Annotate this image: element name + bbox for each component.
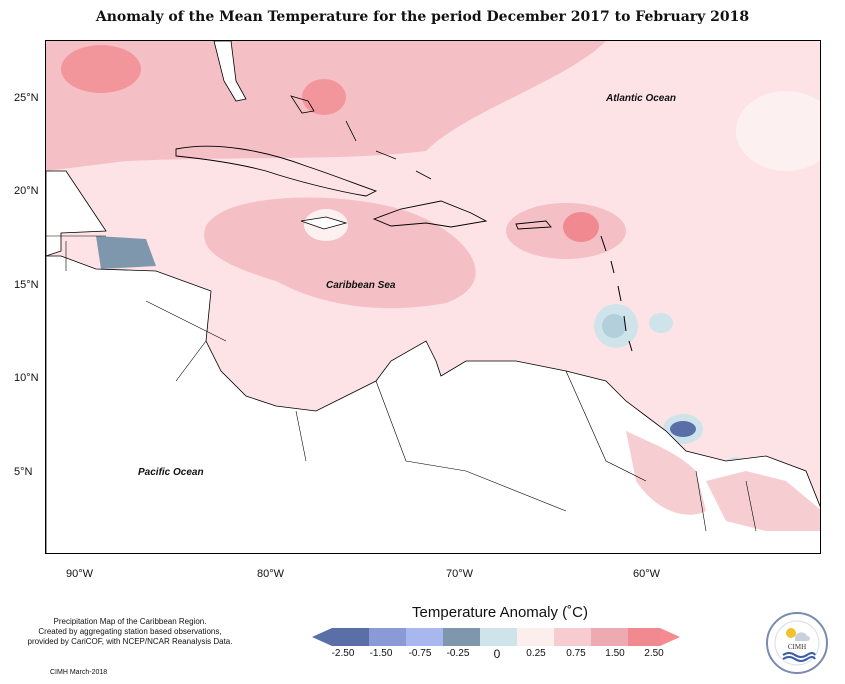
map-canvas <box>46 41 820 553</box>
lat-label-15n: 15°N <box>14 279 39 291</box>
anomaly-map[interactable] <box>45 40 821 554</box>
anomaly-cool-core-antilles <box>602 314 626 338</box>
cimh-logo: CIMH <box>766 612 828 674</box>
coast-puerto-rico <box>515 220 552 230</box>
lon-label-80w: 80°W <box>257 568 285 580</box>
lon-label-70w: 70°W <box>446 568 474 580</box>
coast-lesser-antilles <box>600 235 633 352</box>
coast-cuba <box>175 145 378 197</box>
legend-swatch-2 <box>369 628 406 646</box>
legend-tick-3: -0.75 <box>408 648 432 659</box>
legend-swatch-1 <box>332 628 369 646</box>
credits-line-2: Created by aggregating station based obs… <box>38 627 222 636</box>
anomaly-hotspot-bahamas <box>302 79 346 115</box>
country-border-guatemala <box>46 235 106 271</box>
land-florida <box>213 41 247 102</box>
legend-swatch-9 <box>628 628 660 646</box>
legend-tick-7: 0.75 <box>566 648 586 659</box>
label-caribbean-sea: Caribbean Sea <box>326 280 396 291</box>
anomaly-cool-guyana-core <box>670 421 696 437</box>
footer-note: CIMH March-2018 <box>50 669 108 676</box>
legend-swatch-5 <box>480 628 517 646</box>
legend-tick-4: -0.25 <box>446 648 470 659</box>
legend-tick-2: -1.50 <box>369 648 393 659</box>
credits-block: Precipitation Map of the Caribbean Regio… <box>10 617 250 647</box>
land-yucatan <box>46 170 107 257</box>
anomaly-zone-caribbean <box>204 197 476 309</box>
anomaly-zone-atlantic-east <box>736 91 820 171</box>
lat-label-5n: 5°N <box>14 466 33 478</box>
label-atlantic-ocean: Atlantic Ocean <box>606 93 677 104</box>
coast-jamaica <box>300 216 348 230</box>
logo-text: CIMH <box>788 643 806 651</box>
anomaly-zone-venezuela-south <box>626 431 706 515</box>
label-pacific-ocean: Pacific Ocean <box>138 467 204 478</box>
legend-arrow-low <box>312 628 332 646</box>
anomaly-cool-barbados <box>649 313 673 333</box>
map-title: Anomaly of the Mean Temperature for the … <box>95 9 750 25</box>
legend-tick-9: 2.50 <box>644 648 664 659</box>
legend-title: Temperature Anomaly (˚C) <box>412 604 588 621</box>
legend-swatch-6 <box>517 628 554 646</box>
anomaly-hotspot-puerto-rico <box>563 212 599 242</box>
lat-label-25n: 25°N <box>14 92 39 104</box>
lon-label-90w: 90°W <box>66 568 94 580</box>
anomaly-zone-guianas <box>706 471 820 531</box>
legend-swatch-8 <box>591 628 628 646</box>
legend-arrow-high <box>660 628 680 646</box>
anomaly-cool-honduras <box>96 236 156 269</box>
credits-line-3: provided by CariCOF, with NCEP/NCAR Rean… <box>27 637 233 646</box>
lat-label-10n: 10°N <box>14 372 39 384</box>
legend-tick-1: -2.50 <box>331 648 355 659</box>
lon-label-60w: 60°W <box>633 568 661 580</box>
anomaly-hotspot-gulf <box>61 45 141 93</box>
legend-tick-6: 0.25 <box>526 648 546 659</box>
legend-swatch-4 <box>443 628 480 646</box>
legend-tick-5: 0 <box>493 647 501 661</box>
legend-swatch-3 <box>406 628 443 646</box>
legend-swatch-7 <box>554 628 591 646</box>
coast-bahamas <box>290 95 432 180</box>
lat-label-20n: 20°N <box>14 185 39 197</box>
legend-colorbar <box>312 628 680 646</box>
country-borders <box>145 300 757 532</box>
credits-line-1: Precipitation Map of the Caribbean Regio… <box>53 617 207 626</box>
legend-tick-8: 1.50 <box>605 648 625 659</box>
coast-hispaniola <box>372 200 488 228</box>
